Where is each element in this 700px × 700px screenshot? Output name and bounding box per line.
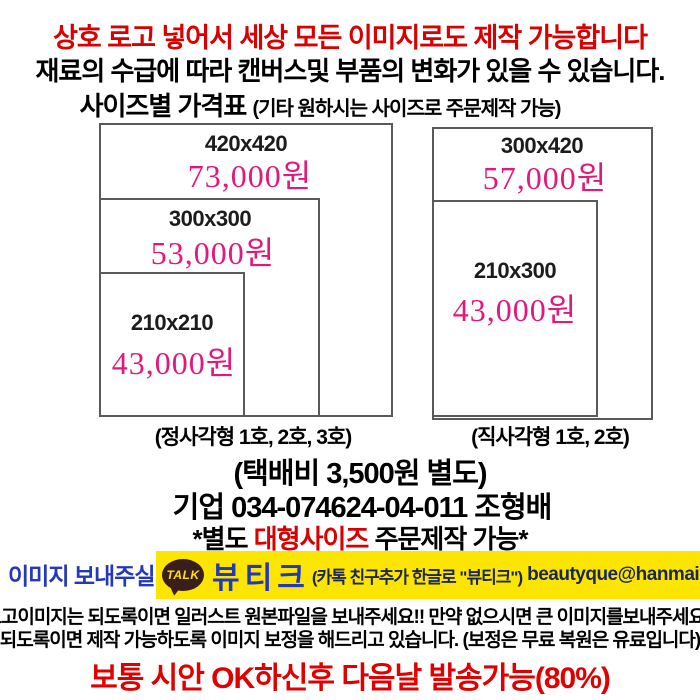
square-300-price: 53,000원: [150, 235, 276, 271]
contact-email: beautyque@hanmail.net: [527, 564, 700, 585]
rect-210x300-size: 210x300: [473, 258, 557, 283]
rect-caption: (직사각형 1호, 2호): [471, 426, 630, 449]
footer-shipping-highlight: 보통 시안 OK하신후 다음날 발송가능(80%): [90, 662, 611, 695]
square-size-box-210: [99, 272, 245, 417]
price-table-subnote: (기타 원하시는 사이즈로 주문제작 가능): [252, 98, 561, 120]
rect-300x420-price: 57,000원: [482, 160, 608, 196]
kakao-add-friend-note: (카톡 친구추가 한글로 "뷰티크"): [311, 567, 523, 587]
rect-300x420-size: 300x420: [500, 133, 584, 158]
price-table-title: 사이즈별 가격표 (기타 원하시는 사이즈로 주문제작 가능): [79, 86, 562, 123]
kakaotalk-icon-tail: [164, 582, 182, 597]
kakaotalk-icon-text: TALK: [166, 568, 200, 582]
headline-materials-note: 재료의 수급에 따라 캔버스및 부품의 변화가 있을 수 있습니다.: [35, 56, 665, 86]
square-210-price: 43,000원: [111, 345, 237, 381]
footer-note-line1: 로고이미지는 되도록이면 일러스트 원본파일을 보내주세요!! 만약 없으시면 …: [0, 607, 700, 628]
rect-size-box-210x300: [432, 200, 598, 417]
square-210-size: 210x210: [130, 310, 214, 335]
kakao-contact-banner: TALK 뷰티크 (카톡 친구추가 한글로 "뷰티크") beautyque@h…: [156, 551, 700, 599]
rect-210x300-price: 43,000원: [452, 292, 578, 328]
square-420-size: 420x420: [204, 131, 288, 156]
large-size-note-highlight: 대형사이즈: [253, 524, 370, 554]
kakaotalk-icon: TALK: [162, 559, 204, 597]
headline-red: 상호 로고 넣어서 세상 모든 이미지로도 제작 가능합니다: [53, 23, 648, 53]
square-300-size: 300x300: [168, 206, 252, 231]
kakao-id: 뷰티크: [212, 562, 310, 595]
send-image-label: 이미지 보내주실 곳: [8, 563, 181, 589]
square-420-price: 73,000원: [187, 158, 313, 194]
bank-account-line: 기업 034-074624-04-011 조형배: [172, 492, 553, 524]
square-caption: (정사각형 1호, 2호, 3호): [154, 426, 352, 449]
price-table-title-text: 사이즈별 가격표: [79, 91, 253, 121]
shipping-fee-note: (택배비 3,500원 별도): [233, 458, 487, 490]
large-size-note-prefix: *별도: [192, 524, 254, 554]
large-size-note-suffix: 주문제작 가능*: [368, 524, 529, 554]
large-size-note: *별도 대형사이즈 주문제작 가능*: [192, 519, 529, 556]
footer-note-line2: 되도록이면 제작 가능하도록 이미지 보정을 해드리고 있습니다. (보정은 무…: [0, 630, 700, 651]
